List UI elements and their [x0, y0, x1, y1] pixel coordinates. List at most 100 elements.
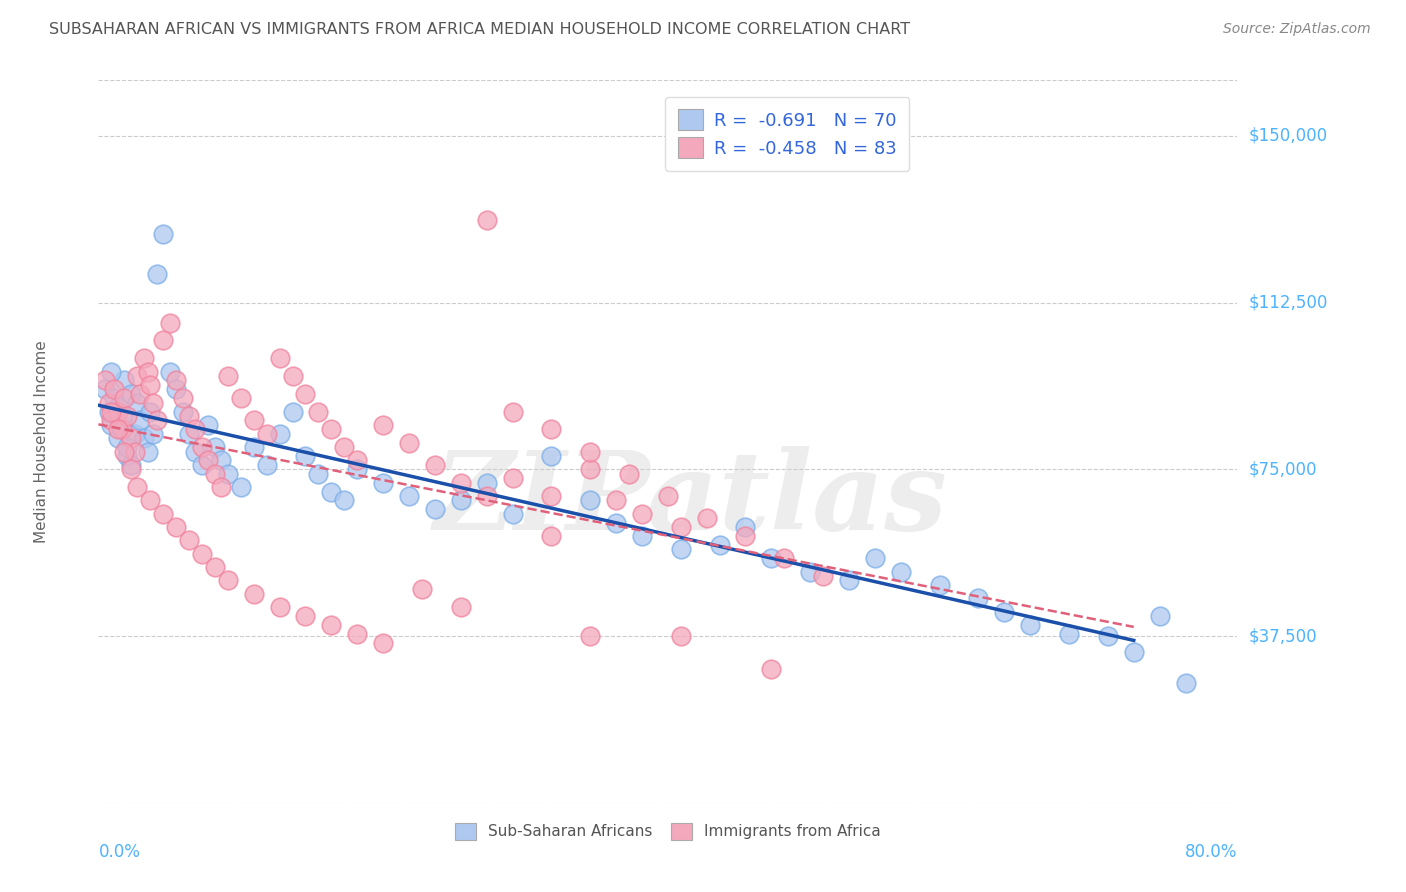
Point [346, 462, 368, 476]
Point [107, 431, 129, 445]
Point [761, 551, 783, 566]
Point [204, 560, 226, 574]
Point [967, 591, 990, 606]
Point [132, 431, 155, 445]
Point [191, 458, 214, 472]
Point [450, 600, 472, 615]
Point [1057, 627, 1080, 641]
Point [373, 417, 395, 432]
Point [321, 422, 343, 436]
Point [145, 267, 167, 281]
Point [107, 422, 129, 436]
Point [165, 382, 187, 396]
Point [269, 600, 291, 615]
Point [398, 489, 420, 503]
Point [100, 404, 122, 418]
Point [631, 529, 654, 543]
Point [172, 391, 194, 405]
Point [475, 475, 498, 490]
Point [838, 574, 860, 588]
Point [423, 458, 446, 472]
Point [1019, 618, 1042, 632]
Point [294, 609, 316, 624]
Point [191, 440, 214, 454]
Point [294, 386, 316, 401]
Point [1149, 609, 1171, 624]
Point [696, 511, 718, 525]
Point [120, 386, 142, 401]
Point [450, 493, 472, 508]
Point [579, 493, 602, 508]
Point [112, 373, 135, 387]
Text: $37,500: $37,500 [1249, 627, 1317, 645]
Point [411, 582, 433, 597]
Point [811, 569, 834, 583]
Text: Source: ZipAtlas.com: Source: ZipAtlas.com [1223, 22, 1371, 37]
Point [197, 453, 219, 467]
Point [159, 316, 181, 330]
Point [333, 440, 356, 454]
Point [734, 529, 756, 543]
Point [136, 444, 159, 458]
Point [242, 413, 264, 427]
Point [281, 368, 304, 383]
Point [657, 489, 679, 503]
Point [1174, 675, 1197, 690]
Point [475, 213, 498, 227]
Point [579, 462, 602, 476]
Point [111, 409, 134, 423]
Point [993, 605, 1015, 619]
Point [124, 426, 146, 441]
Point [152, 334, 174, 348]
Point [103, 382, 125, 396]
Point [142, 426, 165, 441]
Point [1122, 645, 1144, 659]
Point [120, 462, 142, 476]
Point [502, 404, 524, 418]
Point [139, 404, 162, 418]
Point [631, 507, 654, 521]
Point [217, 368, 239, 383]
Point [209, 480, 232, 494]
Point [269, 351, 291, 366]
Point [773, 551, 796, 566]
Text: $112,500: $112,500 [1249, 293, 1329, 311]
Point [177, 533, 200, 548]
Point [111, 422, 134, 436]
Point [579, 444, 602, 458]
Text: $150,000: $150,000 [1249, 127, 1327, 145]
Point [217, 574, 239, 588]
Point [139, 493, 162, 508]
Text: SUBSAHARAN AFRICAN VS IMMIGRANTS FROM AFRICA MEDIAN HOUSEHOLD INCOME CORRELATION: SUBSAHARAN AFRICAN VS IMMIGRANTS FROM AF… [49, 22, 910, 37]
Point [172, 404, 194, 418]
Point [423, 502, 446, 516]
Point [269, 426, 291, 441]
Point [540, 449, 562, 463]
Point [120, 458, 142, 472]
Point [128, 413, 150, 427]
Point [346, 627, 368, 641]
Point [107, 400, 129, 414]
Point [540, 422, 562, 436]
Point [373, 636, 395, 650]
Point [669, 520, 692, 534]
Point [890, 565, 912, 579]
Point [217, 467, 239, 481]
Point [120, 431, 142, 445]
Point [159, 364, 181, 378]
Text: 80.0%: 80.0% [1185, 843, 1237, 861]
Point [761, 662, 783, 676]
Point [100, 364, 122, 378]
Point [502, 507, 524, 521]
Point [709, 538, 731, 552]
Point [124, 444, 146, 458]
Point [127, 480, 149, 494]
Point [307, 467, 329, 481]
Text: 0.0%: 0.0% [98, 843, 141, 861]
Point [112, 391, 135, 405]
Point [127, 368, 149, 383]
Point [197, 417, 219, 432]
Point [256, 458, 278, 472]
Point [1097, 629, 1119, 643]
Point [107, 404, 129, 418]
